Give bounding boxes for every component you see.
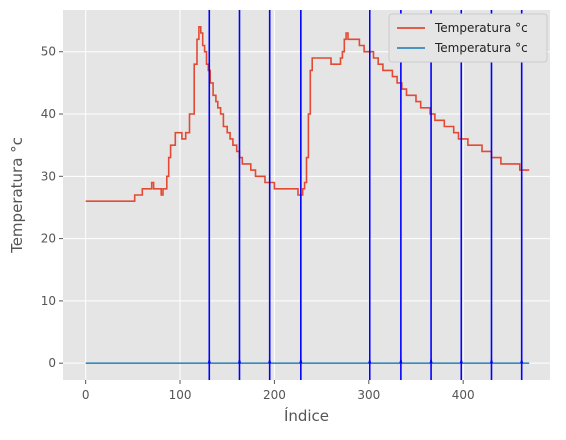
vertical-line-marker [429,357,433,364]
tick-labels: 0 100 200 300 400 0 10 20 30 40 50 [41,45,475,402]
vertical-line-marker [520,357,524,364]
legend-box [388,13,548,63]
y-tick-label: 40 [41,107,56,121]
legend-label: Temperatura °c [434,21,528,35]
x-tick-label: 400 [452,388,475,402]
x-axis-label: Índice [284,406,329,425]
y-tick-label: 20 [41,232,56,246]
series-line-1 [85,26,530,202]
y-tick-label: 50 [41,45,56,59]
y-tick-label: 30 [41,169,56,183]
vertical-line-marker [489,357,493,364]
y-axis-label: Temperatura °c [8,137,26,254]
y-tick-label: 10 [41,294,56,308]
vertical-line-marker [268,357,272,364]
vertical-line-marker [368,357,372,364]
legend: Temperatura °c Temperatura °c [388,13,548,63]
vertical-lines [207,10,524,380]
x-tick-label: 200 [263,388,286,402]
series-layer [85,26,530,364]
x-tick-label: 0 [82,388,90,402]
legend-label: Temperatura °c [434,41,528,55]
x-tick-label: 300 [357,388,380,402]
vertical-line-marker [459,357,463,364]
vertical-line-marker [237,357,241,364]
plot-area [63,10,550,380]
vertical-line-marker [399,357,403,364]
x-tick-label: 100 [169,388,192,402]
vertical-line-marker [299,357,303,364]
y-tick-label: 0 [48,356,56,370]
vertical-line-marker [207,357,211,364]
